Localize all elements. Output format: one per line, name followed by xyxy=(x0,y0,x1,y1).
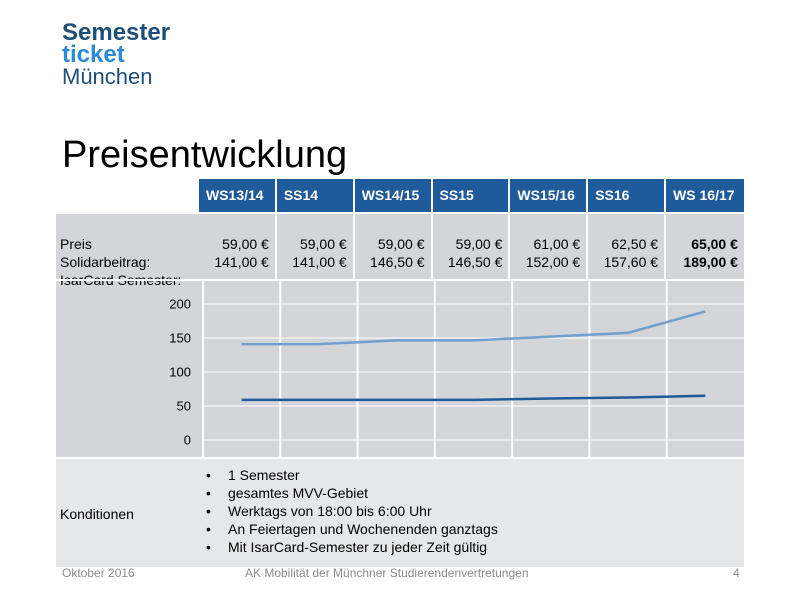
semester-header-cell: WS13/14 xyxy=(199,179,277,212)
page-title: Preisentwicklung xyxy=(62,134,348,176)
row-divider xyxy=(56,457,744,459)
conditions-list: 1 Semester gesamtes MVV-Gebiet Werktags … xyxy=(204,466,498,556)
footer-page-number: 4 xyxy=(733,566,740,580)
price-chart: 0 50 100 150 200 xyxy=(56,281,744,459)
price-cell: 59,00 € 141,00 € xyxy=(199,214,277,279)
isar-price: 157,60 € xyxy=(603,254,659,270)
price-label: Preis xyxy=(60,236,92,252)
price-line-chart: 0 50 100 150 200 xyxy=(169,281,744,459)
logo-line-3: München xyxy=(62,64,153,89)
semester-header-cell: SS15 xyxy=(433,179,511,212)
semester-header-cell: WS 16/17 xyxy=(673,187,735,203)
footer-date: Oktober 2016 xyxy=(62,566,135,580)
semester-header-cell: SS16 xyxy=(588,179,667,212)
footer-organization: AK Mobilität der Münchner Studierendenve… xyxy=(245,566,529,580)
y-tick-label: 200 xyxy=(169,297,191,312)
condition-item: gesamtes MVV-Gebiet xyxy=(204,484,498,502)
price-cell-current: 65,00 € 189,00 € xyxy=(666,214,744,279)
y-tick-label: 100 xyxy=(169,365,191,380)
logo-line-1: Semester xyxy=(62,19,171,46)
conditions-label: Konditionen xyxy=(60,506,134,522)
isar-price: 141,00 € xyxy=(214,254,269,270)
isar-price: 146,50 € xyxy=(370,254,425,270)
price-chart-block xyxy=(56,214,744,459)
semester-header-cell: WS15/16 xyxy=(510,179,589,212)
semester-header-cell: WS14/15 xyxy=(355,179,433,212)
y-tick-label: 50 xyxy=(177,399,191,414)
soli-price: 59,00 € xyxy=(222,236,269,252)
price-row: 59,00 € 141,00 € 59,00 € 141,00 € 59,00 … xyxy=(199,214,744,279)
logo-line-2: ticket xyxy=(62,41,125,68)
header-blank-cell xyxy=(56,179,199,212)
isar-price: 146,50 € xyxy=(447,254,503,270)
condition-item: An Feiertagen und Wochenenden ganztags xyxy=(204,520,498,538)
isar-price: 189,00 € xyxy=(683,254,738,270)
isar-price: 152,00 € xyxy=(525,254,581,270)
row-divider xyxy=(56,279,744,281)
price-cell: 59,00 € 146,50 € xyxy=(433,214,511,279)
isarcard-price-line xyxy=(241,310,706,346)
soli-price: 61,00 € xyxy=(533,236,581,252)
solidarbeitrag-label: Solidarbeitrag: xyxy=(60,254,151,270)
y-tick-label: 0 xyxy=(184,433,191,448)
semester-header-cell: SS14 xyxy=(277,179,355,212)
price-cell: 61,00 € 152,00 € xyxy=(510,214,589,279)
soli-price: 59,00 € xyxy=(377,236,425,252)
price-cell: 59,00 € 146,50 € xyxy=(355,214,433,279)
condition-item: 1 Semester xyxy=(204,466,498,484)
soli-price: 62,50 € xyxy=(611,236,659,252)
soli-price: 59,00 € xyxy=(455,236,503,252)
soli-price: 65,00 € xyxy=(691,236,738,252)
price-cell: 59,00 € 141,00 € xyxy=(277,214,355,279)
semesterticket-logo: Semester ticket München xyxy=(62,19,171,89)
isar-price: 141,00 € xyxy=(292,254,347,270)
condition-item: Werktags von 18:00 bis 6:00 Uhr xyxy=(204,502,498,520)
price-cell: 62,50 € 157,60 € xyxy=(588,214,667,279)
solidarbeitrag-price-line xyxy=(241,394,706,402)
y-tick-label: 150 xyxy=(169,331,191,346)
semester-header-row: WS13/14 SS14 WS14/15 SS15 WS15/16 SS16 W… xyxy=(199,179,744,212)
soli-price: 59,00 € xyxy=(299,236,347,252)
condition-item: Mit IsarCard-Semester zu jeder Zeit gült… xyxy=(204,538,498,556)
